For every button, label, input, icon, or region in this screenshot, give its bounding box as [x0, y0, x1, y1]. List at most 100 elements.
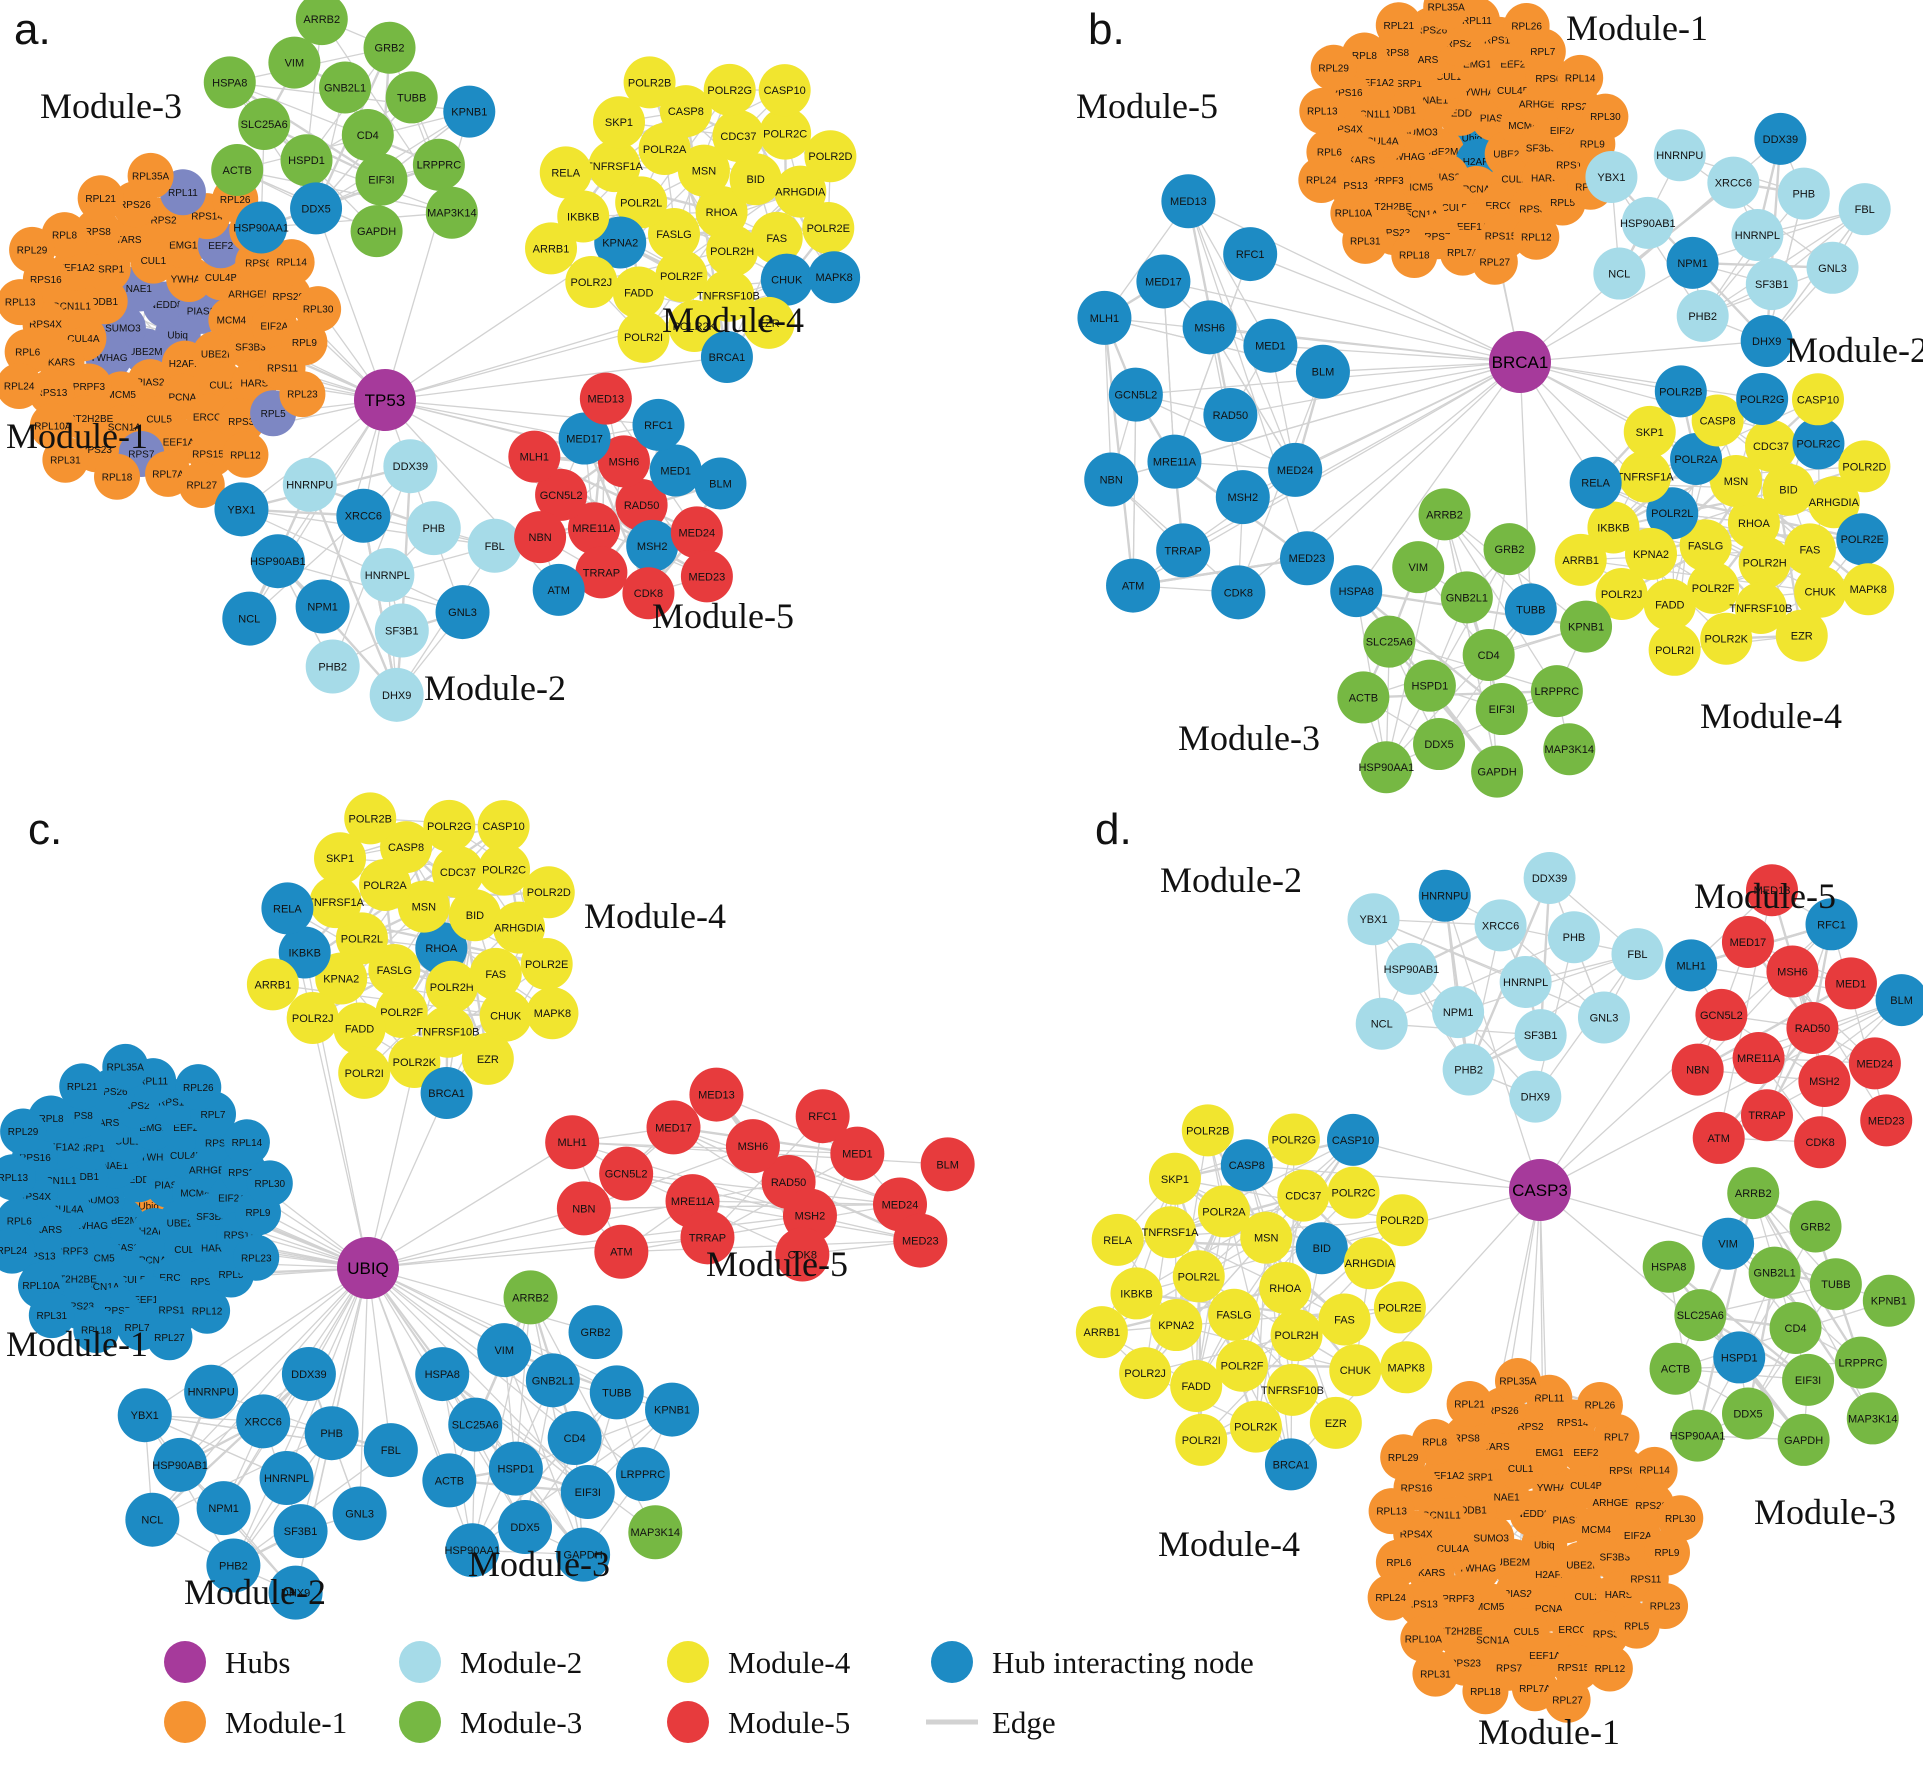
- hub-label-UBIQ: UBIQ: [347, 1259, 389, 1278]
- node-c-POLR2K: [388, 1035, 441, 1088]
- node-a-EIF3I: [355, 153, 408, 206]
- node-c-HSP90AA1: [445, 1523, 500, 1578]
- legend-swatch-module1: [164, 1701, 206, 1743]
- node-d-SF3B1: [1514, 1009, 1567, 1062]
- node-d-CDC37: [1277, 1169, 1330, 1222]
- edge: [367, 1207, 585, 1269]
- edge: [1668, 1266, 1809, 1381]
- edge: [1255, 1237, 1267, 1427]
- node-a-POLR2D: [804, 130, 857, 183]
- node-d-CASP10: [1327, 1113, 1380, 1166]
- node-d-EIF3I: [1782, 1353, 1835, 1406]
- node-c-NPM1: [196, 1481, 251, 1536]
- node-d-RPL13: [1368, 1488, 1415, 1535]
- node-d-FASLG: [1208, 1288, 1261, 1341]
- edge: [1187, 201, 1308, 559]
- node-d-EZR: [1309, 1396, 1362, 1449]
- node-b-ARRB2: [1418, 488, 1471, 541]
- node-c-POLR2L: [335, 912, 388, 965]
- node-c-BID: [448, 889, 501, 942]
- panel-letter-d: d.: [1095, 805, 1132, 854]
- node-d-NPM1: [1432, 986, 1485, 1039]
- legend-label-module2: Module-2: [460, 1645, 582, 1680]
- node-a-TRRAP: [575, 546, 628, 599]
- node-c-RPL29: [0, 1108, 47, 1155]
- node-d-POLR2J: [1119, 1347, 1172, 1400]
- node-d-RELA: [1091, 1213, 1144, 1266]
- node-a-GCN5L2: [535, 468, 588, 521]
- edge: [384, 356, 728, 401]
- node-d-HNRNPU: [1418, 869, 1471, 922]
- node-d-ARHGDIA: [1343, 1237, 1396, 1290]
- edge: [1519, 361, 1763, 400]
- node-b-KPNB1: [1560, 600, 1613, 653]
- node-c-RPL13: [0, 1154, 36, 1201]
- node-d-POLR2B: [1181, 1104, 1234, 1157]
- panel-letter-b: b.: [1088, 5, 1125, 54]
- legend-label-hub: Hubs: [225, 1645, 290, 1680]
- node-c-EZR: [461, 1032, 514, 1085]
- node-b-MED24: [1268, 442, 1323, 497]
- node-a-KPNB1: [443, 85, 496, 138]
- node-a-MLH1: [508, 430, 561, 483]
- node-b-RPL35A: [1423, 0, 1470, 30]
- node-b-DDX39: [1754, 112, 1807, 165]
- node-d-MAPK8: [1380, 1341, 1433, 1394]
- node-a-DHX9: [369, 667, 424, 722]
- node-b-POLR2K: [1700, 612, 1753, 665]
- module-title-b-module2: Module-2: [1786, 330, 1923, 370]
- module-title-b-module3: Module-3: [1178, 718, 1320, 758]
- edge: [1774, 1272, 1874, 1419]
- node-b-LRPPRC: [1530, 665, 1583, 718]
- node-b-GCN5L2: [1108, 367, 1163, 422]
- node-b-MAP3K14: [1543, 723, 1596, 776]
- node-a-ARHGDIA: [774, 165, 827, 218]
- node-c-POLR2E: [520, 937, 573, 990]
- node-c-MED17: [646, 1100, 701, 1155]
- node-d-RFC1: [1805, 898, 1858, 951]
- node-a-RAD50: [615, 479, 668, 531]
- node-d-TNFRSF1A: [1144, 1206, 1197, 1259]
- edge: [1675, 1361, 1861, 1370]
- module-title-b-module1: Module-1: [1566, 8, 1708, 48]
- edge: [384, 276, 835, 401]
- node-c-MED13: [689, 1067, 744, 1122]
- node-c-RPL31: [28, 1292, 75, 1339]
- node-d-BID: [1295, 1222, 1348, 1275]
- node-b-NPM1: [1666, 236, 1719, 289]
- edge: [1468, 953, 1638, 1071]
- edge: [367, 947, 442, 1269]
- legend: Hubs Module-2 Module-4 Hub interacting node…: [164, 1641, 1254, 1743]
- legend-swatch-module2: [399, 1641, 441, 1683]
- node-c-BRCA1: [420, 1066, 473, 1119]
- node-c-LRPPRC: [615, 1447, 670, 1502]
- node-a-MSN: [677, 144, 730, 197]
- node-c-POLR2J: [286, 991, 339, 1044]
- node-a-KPNA2: [594, 216, 647, 269]
- node-b-RPL30: [1582, 93, 1629, 140]
- edge: [1444, 895, 1541, 1191]
- node-b-IKBKB: [1587, 501, 1640, 554]
- node-d-POLR2G: [1267, 1113, 1320, 1166]
- node-d-BLM: [1875, 974, 1923, 1027]
- node-d-GAPDH: [1777, 1413, 1830, 1466]
- node-c-MAPK8: [526, 987, 579, 1040]
- node-a-POLR2F: [655, 249, 708, 302]
- edge: [1355, 361, 1521, 592]
- edge: [1519, 361, 1532, 610]
- node-b-POLR2C: [1792, 417, 1845, 470]
- module-title-a-module1: Module-1: [6, 416, 148, 456]
- node-d-FBL: [1611, 928, 1664, 981]
- node-c-ARRB2: [503, 1270, 558, 1325]
- node-c-NCL: [125, 1492, 180, 1547]
- node-c-POLR2A: [359, 858, 412, 911]
- node-c-SF3B1: [273, 1504, 328, 1559]
- legend-swatch-interactor: [931, 1641, 973, 1683]
- node-d-XRCC6: [1474, 899, 1527, 952]
- node-c-CHUK: [479, 989, 532, 1042]
- node-d-POLR2C: [1327, 1166, 1380, 1219]
- node-b-MED17: [1136, 254, 1191, 309]
- node-d-MLH1: [1665, 939, 1718, 992]
- node-a-FAS: [750, 211, 803, 264]
- node-d-GCN5L2: [1695, 988, 1748, 1041]
